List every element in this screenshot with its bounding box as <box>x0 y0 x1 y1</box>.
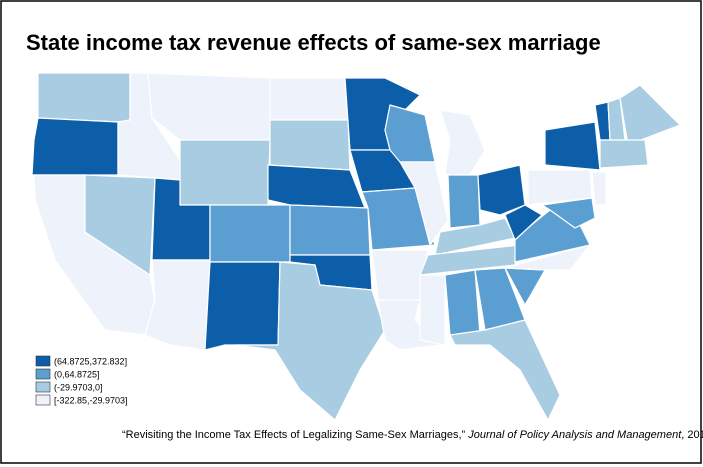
legend-swatch <box>35 381 51 393</box>
legend-swatch <box>35 394 51 406</box>
legend-label: (0,64.8725] <box>54 370 100 380</box>
state <box>179 139 271 206</box>
state <box>544 121 601 171</box>
state <box>447 174 481 229</box>
source-year: , 2014 <box>681 429 703 441</box>
state <box>147 72 271 141</box>
state <box>504 204 543 241</box>
state <box>84 174 156 276</box>
state <box>444 269 481 336</box>
legend-swatch <box>35 355 51 367</box>
state <box>419 274 446 346</box>
state <box>37 72 131 123</box>
state <box>269 119 351 171</box>
state <box>234 261 386 421</box>
legend-label: (64.8725,372.832] <box>54 357 127 367</box>
source-title: “Revisiting the Income Tax Effects of Le… <box>122 429 466 441</box>
state <box>204 261 281 351</box>
state <box>449 319 561 421</box>
state <box>209 204 291 263</box>
state <box>31 117 119 176</box>
legend: (64.8725,372.832] (0,64.8725] (-29.9703,0]… <box>35 355 128 406</box>
state <box>477 164 526 216</box>
legend-label: [-322.85,-29.9703] <box>54 396 128 406</box>
state <box>591 171 607 206</box>
state <box>399 161 449 246</box>
state <box>619 84 681 146</box>
legend-label: (-29.9703,0] <box>54 383 103 393</box>
state <box>541 197 596 229</box>
state <box>289 204 371 256</box>
state <box>361 187 436 251</box>
state <box>599 139 649 169</box>
source: “Revisiting the Income Tax Effects of Le… <box>122 429 703 441</box>
us-map <box>31 72 681 421</box>
source-journal: Journal of Policy Analysis and Managemen… <box>467 429 682 441</box>
state <box>267 164 366 209</box>
state <box>144 259 211 351</box>
title: State income tax revenue effects of same… <box>26 30 601 55</box>
legend-swatch <box>35 368 51 380</box>
state <box>269 77 349 121</box>
